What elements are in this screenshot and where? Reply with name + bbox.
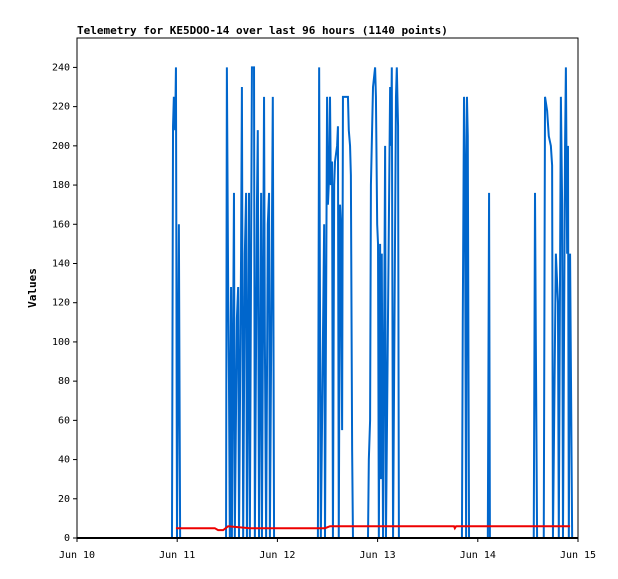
x-tick-label: Jun 12	[259, 550, 295, 561]
x-tick-label: Jun 14	[460, 550, 496, 561]
y-tick-label: 40	[58, 455, 70, 466]
y-tick-label: 160	[52, 219, 70, 230]
y-tick-label: 180	[52, 180, 70, 191]
x-tick-label: Jun 13	[360, 550, 396, 561]
y-tick-label: 20	[58, 494, 70, 505]
y-tick-label: 120	[52, 298, 70, 309]
y-tick-label: 240	[52, 62, 70, 73]
x-tick-label: Jun 15	[560, 550, 596, 561]
x-tick-label: Jun 11	[159, 550, 195, 561]
y-tick-label: 80	[58, 376, 70, 387]
y-tick-label: 220	[52, 102, 70, 113]
y-tick-label: 100	[52, 337, 70, 348]
series-line	[170, 66, 574, 539]
y-tick-label: 200	[52, 141, 70, 152]
y-tick-label: 60	[58, 415, 70, 426]
chart-title: Telemetry for KE5DOO-14 over last 96 hou…	[77, 24, 448, 37]
x-tick-label: Jun 10	[59, 550, 95, 561]
y-tick-label: 140	[52, 258, 70, 269]
y-axis-label: Values	[26, 268, 39, 308]
series-line	[175, 525, 571, 532]
y-tick-label: 0	[64, 533, 70, 544]
